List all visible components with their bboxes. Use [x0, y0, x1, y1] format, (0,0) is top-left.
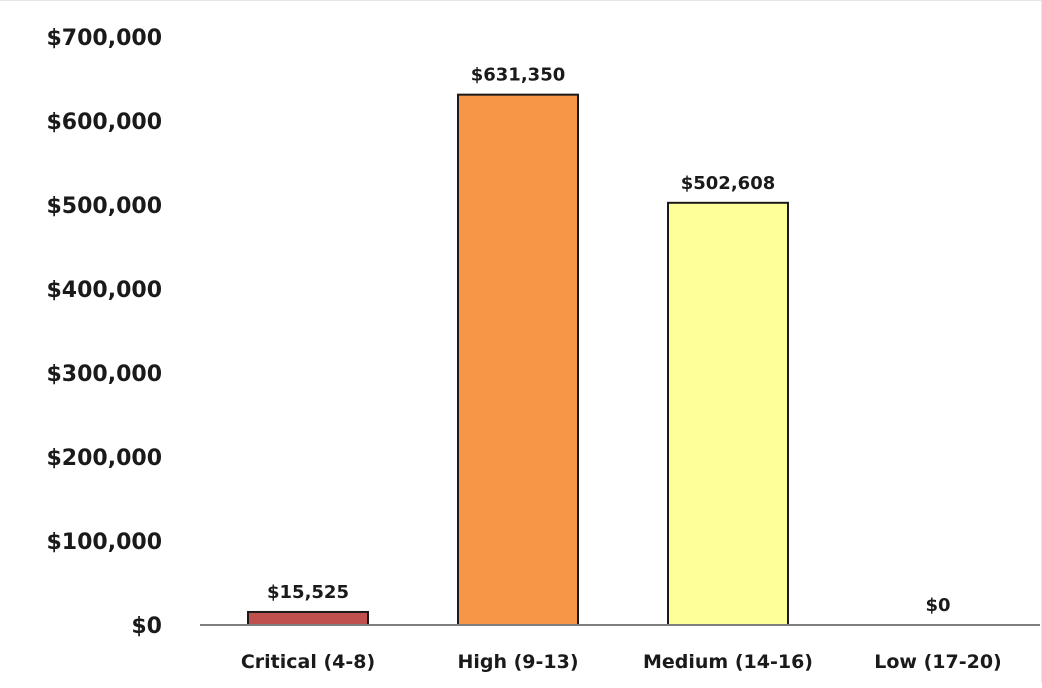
bar-high [457, 93, 579, 626]
x-axis-ticks: Critical (4-8) High (9-13) Medium (14-16) L… [241, 651, 1002, 673]
data-label: $502,608 [681, 173, 776, 194]
bar-medium [667, 201, 789, 627]
y-tick-label: $100,000 [46, 530, 162, 555]
data-label: $631,350 [471, 65, 566, 86]
data-label: $15,525 [267, 582, 349, 603]
data-labels: $15,525 $631,350 $502,608 $0 [267, 65, 951, 616]
bars [247, 93, 789, 627]
x-tick-label: Low (17-20) [874, 651, 1001, 673]
x-tick-label: Medium (14-16) [643, 651, 813, 673]
y-tick-label: $200,000 [46, 446, 162, 471]
y-tick-label: $500,000 [46, 194, 162, 219]
y-tick-label: $300,000 [46, 362, 162, 387]
y-tick-label: $600,000 [46, 110, 162, 135]
data-label: $0 [925, 595, 950, 616]
y-tick-label: $700,000 [46, 26, 162, 51]
bar-critical [247, 610, 369, 626]
y-tick-label: $400,000 [46, 278, 162, 303]
y-axis-ticks: $0 $100,000 $200,000 $300,000 $400,000 $500,0… [46, 26, 162, 639]
x-tick-label: Critical (4-8) [241, 651, 375, 673]
y-tick-label: $0 [131, 614, 162, 639]
x-tick-label: High (9-13) [457, 651, 578, 673]
